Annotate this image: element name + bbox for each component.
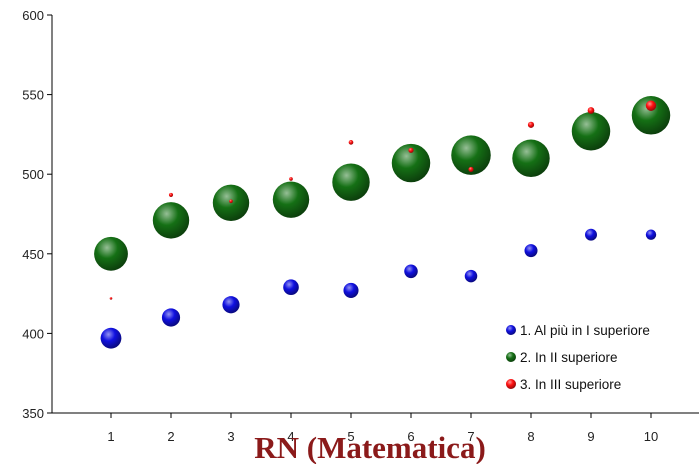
bubble-series-1-point: [100, 327, 122, 349]
bubble-series-2-point: [391, 143, 431, 183]
bubble-series-3-point: [168, 192, 174, 197]
bubble-marks: [94, 96, 671, 349]
bubble-series-2-point: [451, 135, 491, 175]
y-tick-label: 350: [22, 406, 44, 421]
bubble-series-1-point: [524, 244, 538, 258]
y-tick-label: 600: [22, 8, 44, 23]
bubble-series-3-point: [587, 107, 595, 114]
legend: 1. Al più in I superiore 2. In II superio…: [506, 323, 650, 392]
bubble-series-3-point: [527, 121, 535, 128]
legend-label: 3. In III superiore: [520, 377, 621, 392]
x-tick-label: 4: [287, 429, 294, 444]
bubble-series-3-point: [468, 166, 474, 173]
bubble-series-1-point: [283, 279, 299, 296]
bubble-series-1-point: [404, 264, 418, 279]
bubble-series-1-point: [645, 229, 657, 240]
x-tick-label: 1: [107, 429, 114, 444]
bubble-series-3-point: [348, 140, 354, 145]
bubble-series-3-point: [645, 100, 657, 111]
bubble-series-1-point: [585, 228, 597, 241]
legend-label: 2. In II superiore: [520, 350, 618, 365]
bubble-series-1-point: [343, 282, 359, 298]
y-tick-label: 500: [22, 167, 44, 182]
bubble-series-2-point: [332, 163, 370, 201]
x-tick-label: 2: [167, 429, 174, 444]
legend-label: 1. Al più in I superiore: [520, 323, 650, 338]
bubble-series-3-point: [289, 177, 293, 181]
bubble-series-3-point: [408, 147, 414, 153]
bubble-series-1-point: [222, 296, 240, 314]
bubble-series-2-point: [631, 96, 671, 135]
bubble-series-2-point: [512, 139, 550, 177]
bubble-series-2-point: [152, 202, 190, 239]
legend-marker: [506, 379, 516, 389]
y-tick-labels: 350 400 450 500 550 600: [22, 8, 52, 421]
y-tick-label: 450: [22, 247, 44, 262]
x-tick-label: 10: [644, 429, 658, 444]
bubble-series-2-point: [571, 111, 611, 151]
bubble-series-2-point: [94, 236, 128, 271]
bubble-series-3-point: [109, 297, 113, 300]
x-tick-label: 7: [467, 429, 474, 444]
y-tick-label: 400: [22, 326, 44, 341]
bubble-series-1-point: [161, 308, 181, 327]
bubble-series-3-point: [229, 199, 233, 204]
x-tick-label: 3: [227, 429, 234, 444]
x-tick-labels: 1 2 3 4 5 6 7 8 9 10: [107, 413, 658, 444]
x-tick-label: 9: [587, 429, 594, 444]
x-tick-label: 8: [527, 429, 534, 444]
legend-marker: [506, 325, 516, 335]
y-tick-label: 550: [22, 88, 44, 103]
x-tick-label: 6: [407, 429, 414, 444]
x-tick-label: 5: [347, 429, 354, 444]
bubble-series-1-point: [464, 269, 478, 283]
bubble-series-2-point: [272, 181, 310, 218]
legend-marker: [506, 352, 516, 362]
x-axis-label: RN (Matematica): [254, 430, 486, 464]
